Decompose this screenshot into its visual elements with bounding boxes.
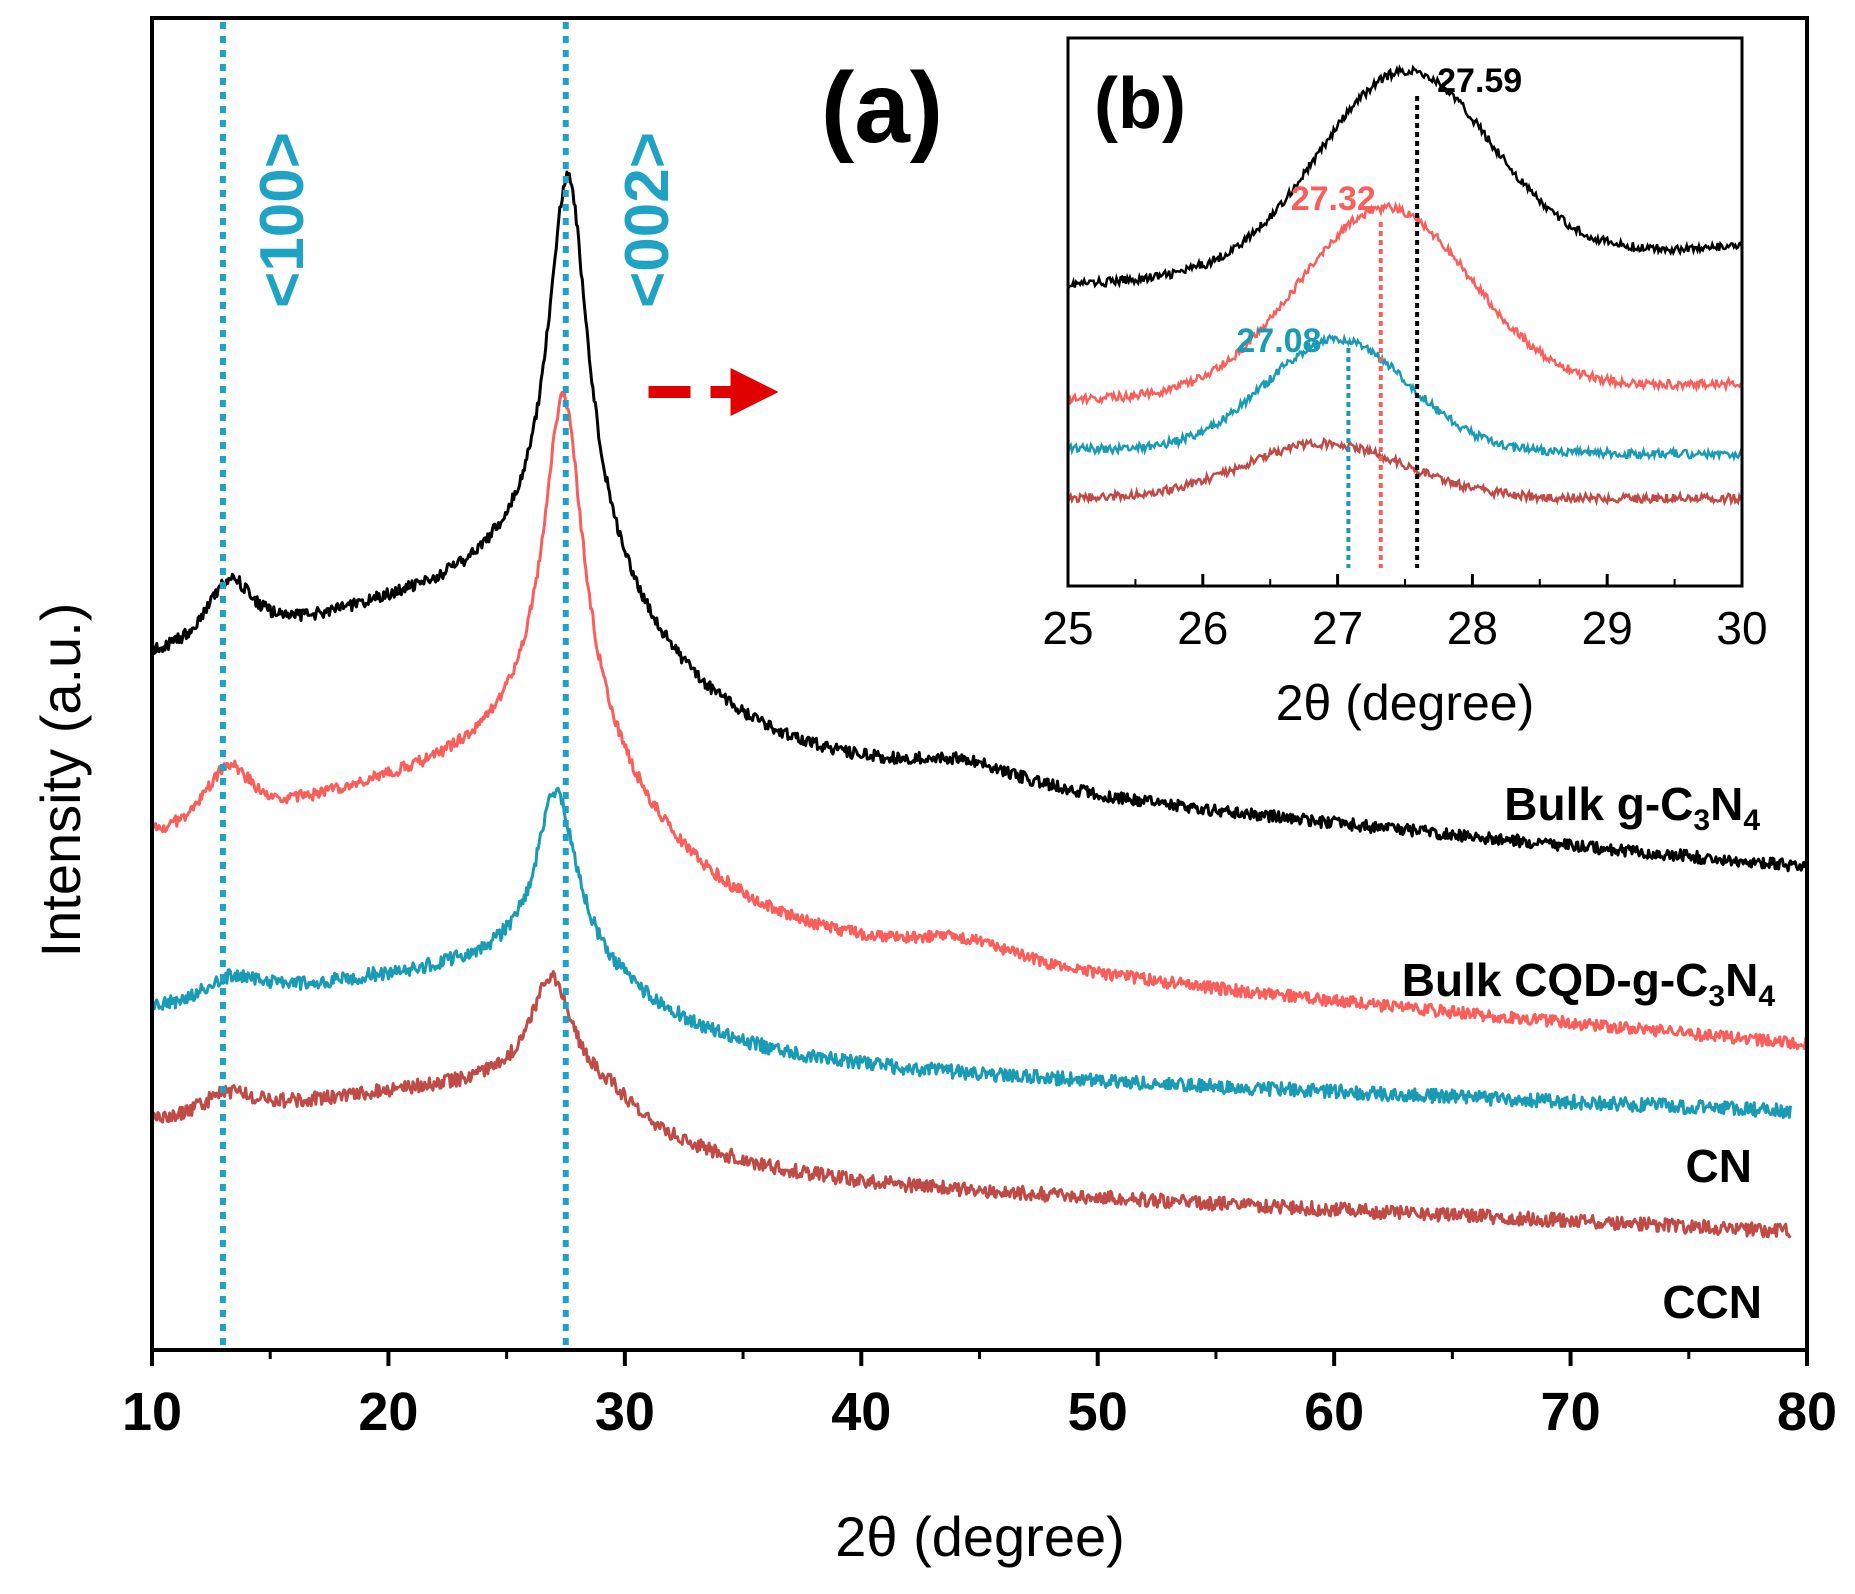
peak-label-cn: 27.08	[1236, 322, 1321, 360]
inset-series-line-3	[1066, 437, 1743, 507]
inset-x-tick-label-30: 30	[1716, 602, 1767, 654]
inset-x-tick-label-26: 26	[1177, 602, 1228, 654]
inset-series-line-2	[1066, 333, 1744, 462]
series-label-ccn: CCN	[1662, 1276, 1762, 1328]
inset-x-ticks: 25 26 27 28 29 30	[1042, 574, 1768, 654]
main-y-axis-label: Intensity (a.u.)	[29, 603, 92, 958]
x-tick-label-80: 80	[1777, 1382, 1837, 1442]
panel-b-label: (b)	[1094, 64, 1186, 144]
inset-x-tick-label-28: 28	[1447, 602, 1498, 654]
arrow-head	[730, 368, 779, 416]
inset-x-tick-label-29: 29	[1582, 602, 1633, 654]
x-tick-label-20: 20	[358, 1382, 418, 1442]
inset-series-group	[1066, 64, 1744, 507]
reflection-100-label: <100>	[248, 132, 317, 308]
x-tick-label-10: 10	[122, 1382, 182, 1442]
series-line-2	[150, 786, 1792, 1120]
inset-series-line-0	[1066, 64, 1744, 290]
inset-peak-lines	[1346, 96, 1420, 568]
peak-label-cqd: 27.32	[1291, 180, 1376, 218]
x-tick-label-60: 60	[1304, 1382, 1364, 1442]
series-label-bulk-cqd-gc3n4: Bulk CQD-g-C3N4	[1402, 954, 1776, 1013]
main-x-ticks: 10 20 30 40 50 60 70 80	[122, 1350, 1837, 1442]
inset-series-line-1	[1066, 200, 1743, 407]
x-tick-label-70: 70	[1541, 1382, 1601, 1442]
series-line-3	[150, 970, 1792, 1239]
series-labels: Bulk g-C3N4 Bulk CQD-g-C3N4 CN CCN	[1402, 778, 1776, 1328]
inset-chart: 25 26 27 28 29 30 2θ (degree) (b) 27.59 27.32…	[1042, 36, 1768, 731]
series-label-bulk-gc3n4: Bulk g-C3N4	[1504, 778, 1760, 837]
series-line-0	[150, 170, 1809, 873]
series-label-cn: CN	[1686, 1140, 1752, 1192]
x-tick-label-50: 50	[1068, 1382, 1128, 1442]
inset-x-axis-label: 2θ (degree)	[1276, 675, 1535, 731]
zoom-arrow	[648, 368, 779, 416]
x-tick-label-30: 30	[595, 1382, 655, 1442]
inset-x-tick-label-27: 27	[1312, 602, 1363, 654]
x-tick-label-40: 40	[831, 1382, 891, 1442]
main-chart: 10 20 30 40 50 60 70 80 2θ (degree) Intensity (…	[29, 16, 1837, 1568]
main-x-axis-label: 2θ (degree)	[835, 1505, 1125, 1568]
inset-x-tick-label-25: 25	[1042, 602, 1093, 654]
panel-a-label: (a)	[821, 52, 943, 164]
series-line-1	[150, 390, 1809, 1051]
reflection-002-label: <002>	[613, 132, 682, 308]
main-series-group	[150, 170, 1809, 1239]
peak-label-bulk: 27.59	[1437, 62, 1522, 100]
reference-lines	[219, 22, 569, 1346]
